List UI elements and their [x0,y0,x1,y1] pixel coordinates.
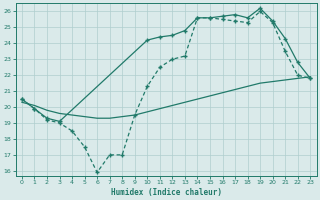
X-axis label: Humidex (Indice chaleur): Humidex (Indice chaleur) [111,188,221,197]
